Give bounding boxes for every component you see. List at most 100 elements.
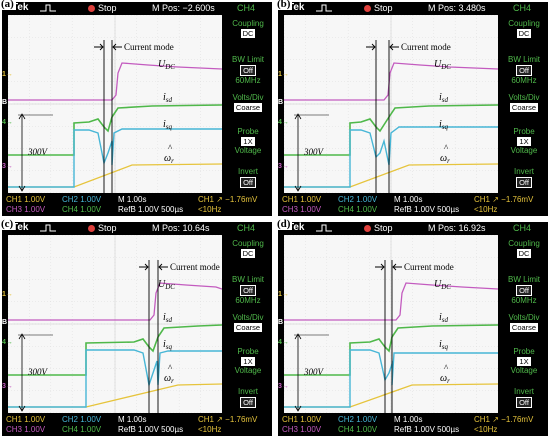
trigger-edge-icon — [316, 4, 332, 12]
waveform-display: Current mode UDC isd isq ^ ωr 300V — [284, 15, 498, 193]
isq-trace — [284, 126, 498, 188]
isq-label: isq — [439, 119, 449, 131]
ground-marker: 4→ — [278, 119, 289, 126]
ground-marker: 3→ — [2, 383, 13, 390]
menu-item-coupling[interactable]: Coupling DC — [224, 239, 272, 258]
ground-marker: B→ — [278, 319, 291, 326]
menu-item-label: Invert — [237, 167, 258, 176]
menu-item-invert[interactable]: Invert Off — [500, 167, 548, 188]
horizontal-position: M Pos: 10.64s — [152, 223, 210, 233]
menu-item-label: Volts/Div — [232, 313, 264, 322]
isq-label: isq — [163, 119, 173, 131]
menu-item-invert[interactable]: Invert Off — [500, 387, 548, 408]
menu-item-probe[interactable]: Probe 1X Voltage — [224, 347, 272, 375]
trigger-frequency: <10Hz — [198, 205, 222, 214]
ground-marker: B→ — [278, 99, 291, 106]
channel-menu: Coupling DC BW Limit Off 60MHz Volts/Div Coars… — [224, 235, 272, 413]
arrow-right — [392, 263, 402, 271]
ground-marker: 3→ — [278, 383, 289, 390]
menu-item-bw-limit[interactable]: BW Limit Off 60MHz — [224, 275, 272, 305]
horizontal-position: M Pos: −2.600s — [152, 3, 215, 13]
ch2-scale: CH2 1.00V — [62, 195, 102, 204]
trigger-edge-icon — [40, 4, 56, 12]
run-status: Stop — [374, 3, 393, 13]
waveform-display: Current mode UDC isd isq ^ ωr 300V — [284, 235, 498, 413]
menu-item-invert[interactable]: Invert Off — [224, 387, 272, 408]
horizontal-position: M Pos: 16.92s — [428, 223, 486, 233]
scope-footer: CH1 1.00V CH2 1.00V M 1.00s CH1 ↗ −1.76m… — [278, 413, 548, 436]
ref-scale: RefB 1.00V 500µs — [394, 425, 460, 434]
panel-tag: (b) — [275, 0, 293, 10]
menu-item-label: Probe — [237, 347, 259, 356]
menu-item-value: 1X — [241, 357, 255, 366]
menu-item-bw-limit[interactable]: BW Limit Off 60MHz — [500, 275, 548, 305]
menu-item-value: Off — [240, 397, 256, 408]
menu-item-extra: 60MHz — [235, 296, 261, 305]
channel-menu: Coupling DC BW Limit Off 60MHz Volts/Div Coars… — [224, 15, 272, 193]
voltage-arrowheads — [294, 333, 302, 412]
ground-marker: 1→ — [278, 291, 289, 298]
isd-label: isd — [163, 92, 173, 104]
ref-scale: RefB 1.00V 500µs — [118, 425, 184, 434]
brand-label: Tek — [288, 2, 305, 13]
waveform-svg: Current mode UDC isd isq ^ωr 300V — [284, 235, 498, 413]
scope-header: Tek Stop M Pos: −2.600s CH4 — [2, 2, 272, 15]
menu-item-value: Coarse — [233, 323, 263, 332]
ground-marker: B→ — [2, 319, 15, 326]
menu-item-volts-div[interactable]: Volts/Div Coarse — [224, 313, 272, 332]
menu-item-label: Invert — [513, 387, 534, 396]
isd-label: isd — [439, 312, 449, 324]
arrow-left — [366, 43, 376, 51]
menu-item-invert[interactable]: Invert Off — [224, 167, 272, 188]
trigger-frequency: <10Hz — [198, 425, 222, 434]
menu-item-extra: Voltage — [510, 146, 538, 155]
menu-item-probe[interactable]: Probe 1X Voltage — [224, 127, 272, 155]
omega-hat-label: ^ — [444, 363, 449, 373]
menu-item-coupling[interactable]: Coupling DC — [500, 239, 548, 258]
udc-trace — [284, 282, 498, 321]
menu-item-value: DC — [240, 249, 256, 258]
menu-item-volts-div[interactable]: Volts/Div Coarse — [500, 93, 548, 112]
timebase: M 1.00s — [394, 415, 423, 424]
scope-panel: (c) Tek Stop M Pos: 10.64s CH4 Current m… — [0, 218, 272, 436]
menu-item-value: DC — [240, 29, 256, 38]
menu-item-probe[interactable]: Probe 1X Voltage — [500, 347, 548, 375]
menu-item-coupling[interactable]: Coupling DC — [224, 19, 272, 38]
menu-item-label: Probe — [237, 127, 259, 136]
waveform-svg: Current mode UDC isd isq ^ωr 300V — [284, 15, 498, 193]
run-status: Stop — [374, 223, 393, 233]
scope-footer: CH1 1.00V CH2 1.00V M 1.00s CH1 ↗ −1.76m… — [2, 193, 272, 216]
ch3-scale: CH3 1.00V — [6, 205, 46, 214]
menu-item-value: 1X — [517, 137, 531, 146]
menu-item-probe[interactable]: Probe 1X Voltage — [500, 127, 548, 155]
ch1-scale: CH1 1.00V — [6, 195, 46, 204]
omega-label: ωr — [164, 373, 174, 385]
active-channel: CH4 — [237, 223, 256, 233]
scope-header: Tek Stop M Pos: 3.480s CH4 — [278, 2, 548, 15]
omega-label: ωr — [440, 373, 450, 385]
menu-item-value: Off — [516, 285, 532, 296]
ch4-scale: CH4 1.00V — [62, 205, 102, 214]
menu-item-bw-limit[interactable]: BW Limit Off 60MHz — [224, 55, 272, 85]
ch3-scale: CH3 1.00V — [282, 425, 322, 434]
menu-item-label: Probe — [513, 127, 535, 136]
menu-item-value: Coarse — [509, 323, 539, 332]
menu-item-volts-div[interactable]: Volts/Div Coarse — [500, 313, 548, 332]
active-channel: CH4 — [237, 3, 256, 13]
trigger-level: CH1 ↗ −1.76mV — [474, 195, 534, 204]
trigger-edge-icon — [316, 224, 332, 232]
menu-item-extra: 60MHz — [235, 76, 261, 85]
menu-item-bw-limit[interactable]: BW Limit Off 60MHz — [500, 55, 548, 85]
ch3-scale: CH3 1.00V — [282, 205, 322, 214]
ground-marker: B→ — [2, 99, 15, 106]
omega-label: ωr — [440, 153, 450, 165]
active-channel: CH4 — [513, 3, 532, 13]
menu-item-coupling[interactable]: Coupling DC — [500, 19, 548, 38]
omega-hat-label: ^ — [168, 363, 173, 373]
ch2-scale: CH2 1.00V — [338, 415, 378, 424]
scope-header: Tek Stop M Pos: 16.92s CH4 — [278, 222, 548, 235]
isd-label: isd — [163, 312, 173, 324]
panel-tag: (c) — [0, 218, 16, 230]
menu-item-volts-div[interactable]: Volts/Div Coarse — [224, 93, 272, 112]
trigger-frequency: <10Hz — [474, 425, 498, 434]
